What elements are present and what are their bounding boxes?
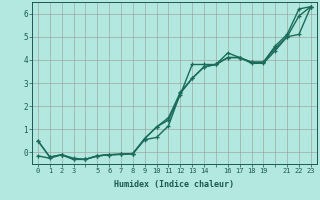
X-axis label: Humidex (Indice chaleur): Humidex (Indice chaleur) xyxy=(115,180,234,189)
